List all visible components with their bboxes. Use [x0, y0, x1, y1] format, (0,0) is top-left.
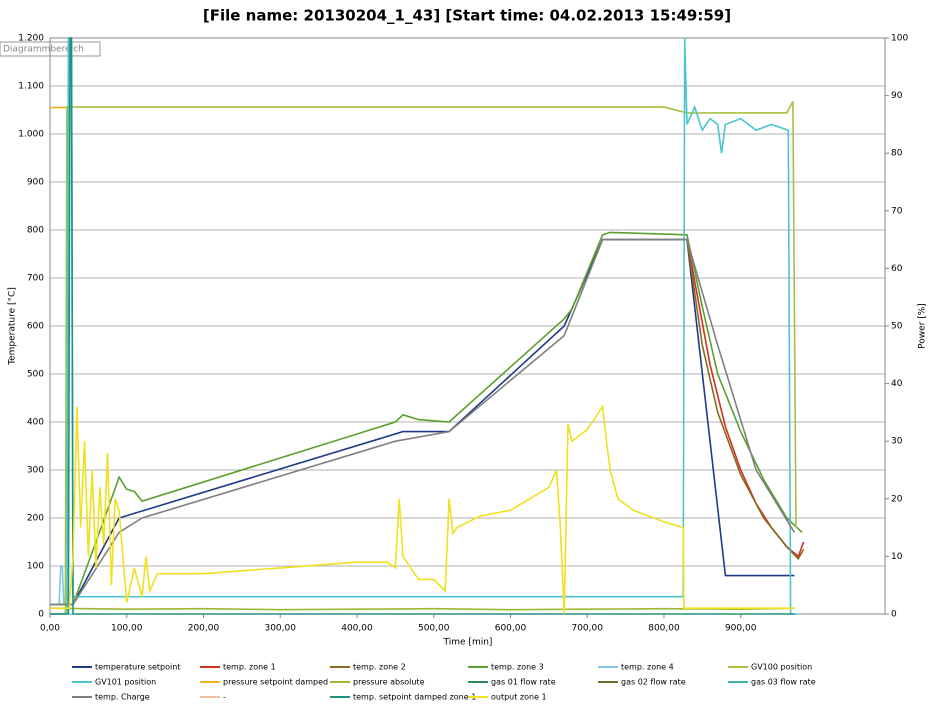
series-line — [50, 37, 795, 615]
series-line — [686, 239, 805, 561]
legend-label: temperature setpoint — [95, 663, 180, 672]
y2-tick-label: 30 — [891, 437, 903, 447]
x-tick-label: 900,00 — [725, 624, 757, 634]
x-tick-label: 300,00 — [264, 624, 296, 634]
y-tick-label: 1.200 — [18, 34, 44, 44]
legend-label: - — [223, 693, 226, 702]
x-tick-label: 500,00 — [418, 624, 450, 634]
legend-label: temp. zone 2 — [353, 663, 406, 672]
y-tick-label: 100 — [27, 562, 44, 572]
x-tick-label: 400,00 — [341, 624, 373, 634]
x-axis-label: Time [min] — [443, 638, 493, 648]
x-tick-label: 700,00 — [571, 624, 603, 634]
legend-label: gas 02 flow rate — [621, 678, 686, 687]
series-line — [686, 239, 805, 558]
y2-tick-label: 70 — [891, 206, 903, 216]
series-line — [50, 101, 797, 615]
legend-label: temp. zone 3 — [491, 663, 544, 672]
y2-tick-label: 100 — [891, 34, 908, 44]
legend-label: output zone 1 — [491, 693, 547, 702]
series-line — [50, 231, 803, 606]
legend-label: temp. zone 1 — [223, 663, 276, 672]
legend-label: temp. zone 4 — [621, 663, 674, 672]
y-tick-label: 1.000 — [18, 130, 44, 140]
y2-tick-label: 10 — [891, 552, 903, 562]
legend-label: temp. Charge — [95, 693, 150, 702]
legend-label: GV100 position — [751, 663, 812, 672]
y-tick-label: 1.100 — [18, 82, 44, 92]
y2-tick-label: 60 — [891, 264, 903, 274]
series-line — [49, 607, 795, 611]
y-tick-label: 400 — [27, 418, 44, 428]
x-tick-label: 200,00 — [188, 624, 220, 634]
x-tick-label: 600,00 — [495, 624, 527, 634]
x-tick-label: 0,00 — [40, 624, 60, 634]
legend-label: temp. setpoint damped zone 1 — [353, 693, 476, 702]
legend-label: gas 01 flow rate — [491, 678, 556, 687]
y-tick-label: 600 — [27, 322, 44, 332]
series-line — [50, 404, 795, 615]
y-tick-label: 900 — [27, 178, 44, 188]
y2-tick-label: 80 — [891, 149, 903, 159]
y-tick-label: 800 — [27, 226, 44, 236]
tooltip-label: Diagrammbereich — [3, 45, 84, 55]
y-tick-label: 200 — [27, 514, 44, 524]
legend-label: gas 03 flow rate — [751, 678, 816, 687]
y2-tick-label: 0 — [891, 610, 897, 620]
y-tick-label: 0 — [38, 610, 44, 620]
y-tick-label: 300 — [27, 466, 44, 476]
chart-title: [File name: 20130204_1_43] [Start time: … — [203, 7, 731, 25]
series-line — [50, 238, 796, 606]
y2-tick-label: 20 — [891, 494, 903, 504]
y2-tick-label: 90 — [891, 91, 903, 101]
y-tick-label: 700 — [27, 274, 44, 284]
y2-axis-label: Power [%] — [918, 303, 928, 349]
legend-label: pressure absolute — [353, 678, 425, 687]
y-tick-label: 500 — [27, 370, 44, 380]
legend-label: GV101 position — [95, 678, 156, 687]
x-tick-label: 100,00 — [111, 624, 143, 634]
y2-tick-label: 40 — [891, 379, 903, 389]
x-tick-label: 800,00 — [648, 624, 680, 634]
y-axis-label: Temperature [°C] — [8, 287, 18, 366]
legend-label: pressure setpoint damped — [223, 678, 328, 687]
y2-tick-label: 50 — [891, 322, 903, 332]
